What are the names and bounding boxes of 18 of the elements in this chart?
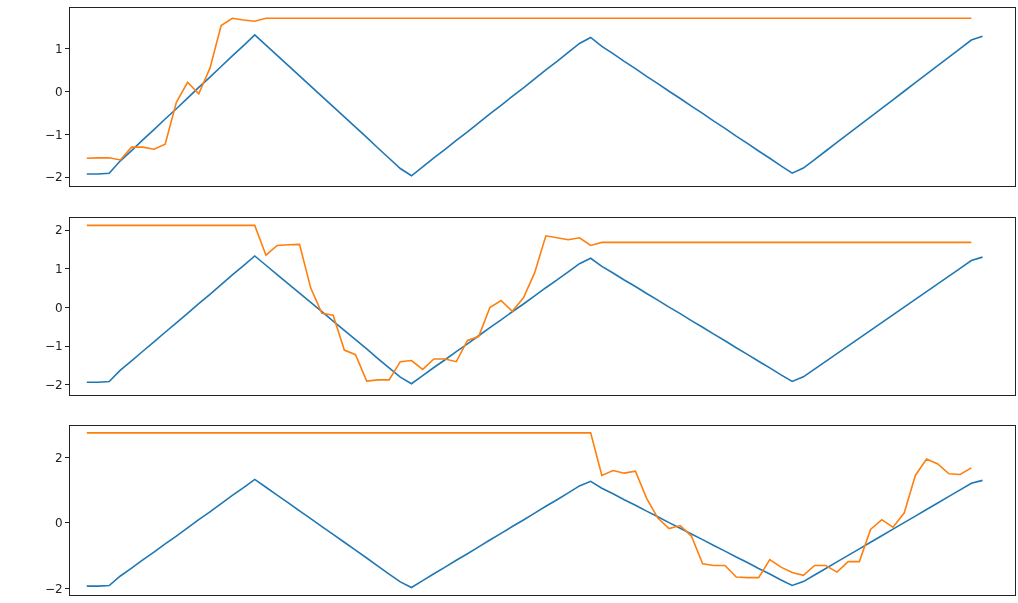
y-tick-label: −2 xyxy=(44,378,63,393)
y-tick-label: −2 xyxy=(44,170,63,185)
y-tick-label: 0 xyxy=(54,300,63,315)
y-tick-label: 2 xyxy=(54,223,63,238)
y-tick-label: −1 xyxy=(44,127,63,142)
line-series xyxy=(86,34,984,177)
line-series xyxy=(86,478,984,589)
y-tick-label: 1 xyxy=(54,261,63,276)
y-tick-label: 1 xyxy=(54,42,63,57)
y-tick-label: −1 xyxy=(44,339,63,354)
line-series xyxy=(86,255,984,385)
line-series xyxy=(86,432,973,579)
y-tick-label: −2 xyxy=(44,581,63,596)
line-series xyxy=(86,17,973,161)
y-tick-label: 0 xyxy=(54,84,63,99)
line-series xyxy=(86,224,973,382)
y-tick-label: 0 xyxy=(54,516,63,531)
y-tick-label: 2 xyxy=(54,450,63,465)
